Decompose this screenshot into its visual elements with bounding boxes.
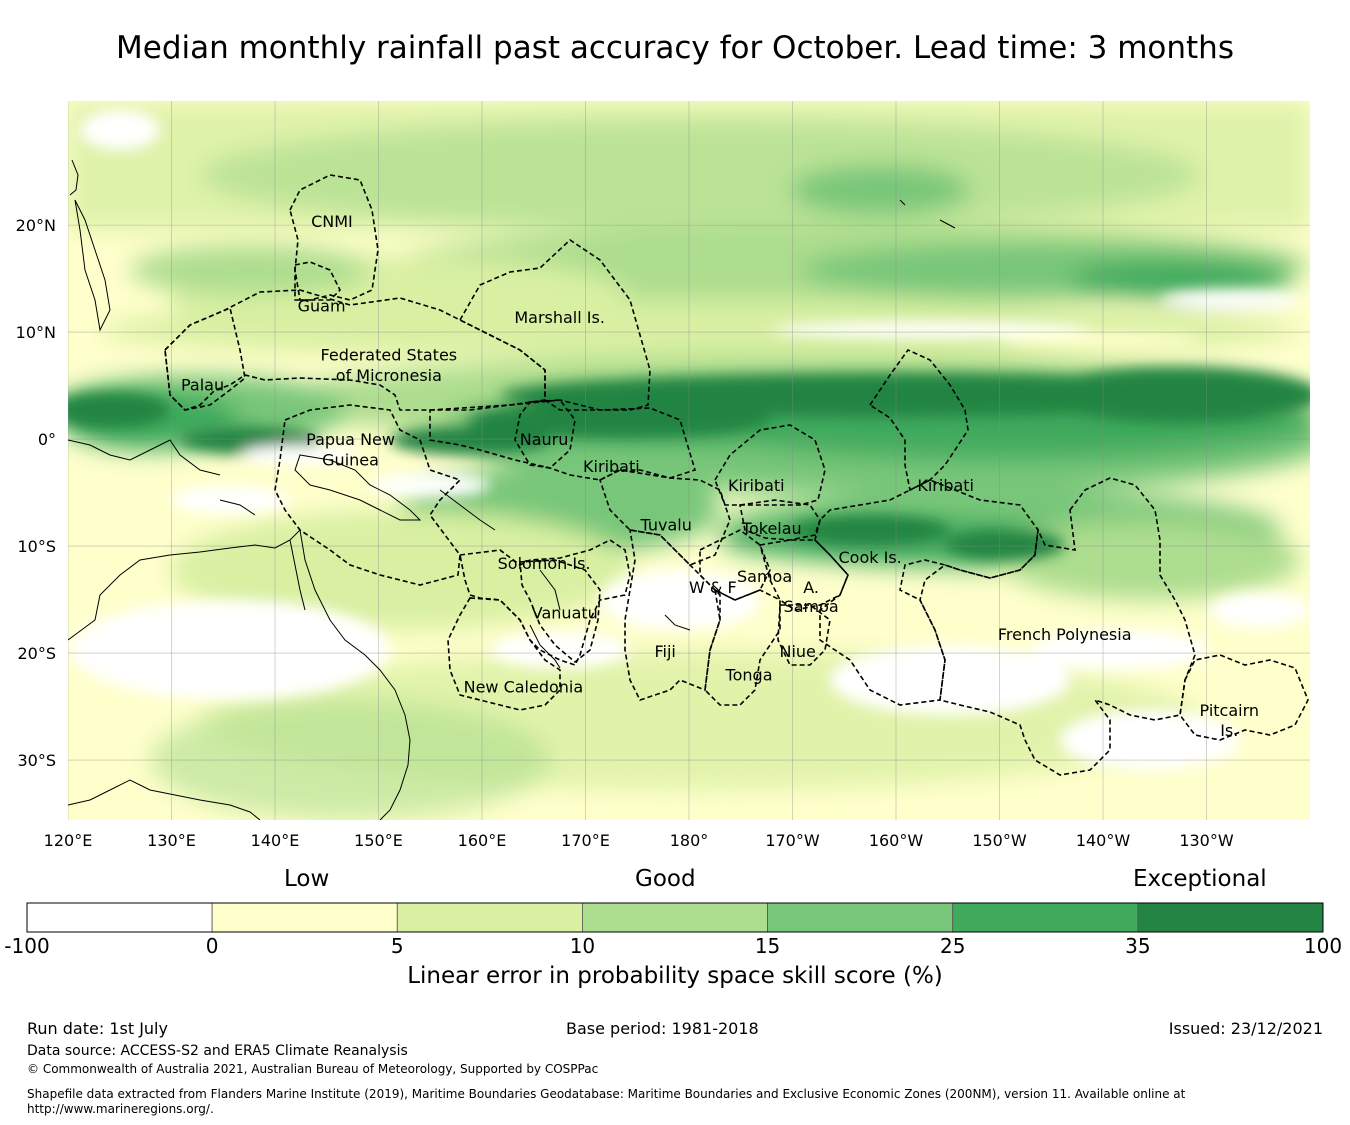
- lat-label: 10°N: [16, 323, 56, 342]
- region-label: Guinea: [322, 450, 379, 469]
- region-label: Vanuatu: [532, 603, 598, 622]
- colorbar-tick: 0: [205, 934, 219, 958]
- lon-label: 130°E: [147, 831, 196, 850]
- latitude-labels: 20°N 10°N 0° 10°S 20°S 30°S: [16, 216, 56, 770]
- region-label: Nauru: [520, 430, 569, 449]
- issued-date: Issued: 23/12/2021: [1168, 1019, 1323, 1038]
- colorbar-bin: [26, 902, 213, 933]
- colorbar-bin: [952, 902, 1139, 933]
- lon-label: 160°W: [869, 831, 924, 850]
- region-label: French Polynesia: [998, 625, 1132, 644]
- colorbar-bin: [582, 902, 768, 933]
- region-label: Samoa: [784, 597, 839, 616]
- colorbar-tick: 10: [569, 934, 596, 958]
- lon-label: 120°E: [44, 831, 93, 850]
- colorbar: [26, 902, 1324, 933]
- region-label: Kiribati: [917, 476, 974, 495]
- region-label: W & F: [689, 578, 737, 597]
- region-label: Is.: [1220, 721, 1238, 740]
- category-good: Good: [635, 866, 696, 892]
- lat-label: 10°S: [17, 537, 56, 556]
- region-label: Tokelau: [741, 519, 802, 538]
- lon-label: 150°W: [972, 831, 1027, 850]
- lat-label: 30°S: [17, 751, 56, 770]
- map-title: Median monthly rainfall past accuracy fo…: [116, 30, 1234, 66]
- base-period: Base period: 1981-2018: [566, 1019, 759, 1038]
- lon-label: 160°E: [458, 831, 507, 850]
- region-label: Kiribati: [728, 476, 785, 495]
- colorbar-bin: [211, 902, 398, 933]
- colorbar-tick: 5: [390, 934, 404, 958]
- colorbar-label: Linear error in probability space skill …: [407, 963, 943, 989]
- region-label: Tuvalu: [640, 516, 692, 535]
- colorbar-frame: [26, 902, 1324, 933]
- region-label: of Micronesia: [336, 366, 442, 385]
- gridlines: [68, 101, 1310, 820]
- colorbar-bin: [1137, 902, 1324, 933]
- region-label: New Caledonia: [464, 677, 584, 696]
- eez-boundaries: [164, 174, 1309, 776]
- region-label: Federated States: [321, 346, 458, 365]
- colorbar-bin: [396, 902, 583, 933]
- shapefile-credit: Shapefile data extracted from Flanders M…: [27, 1087, 1327, 1117]
- coastlines: [68, 159, 956, 820]
- region-label: Niue: [779, 642, 815, 661]
- region-label: Cook Is.: [839, 548, 902, 567]
- region-label: Pitcairn: [1200, 701, 1260, 720]
- colorbar-tick: -100: [4, 934, 50, 958]
- lat-label: 0°: [38, 430, 56, 449]
- lon-label: 170°E: [561, 831, 610, 850]
- lon-label: 140°W: [1076, 831, 1131, 850]
- region-label: Guam: [298, 296, 346, 315]
- region-label: Samoa: [737, 567, 792, 586]
- lon-label: 150°E: [354, 831, 403, 850]
- longitude-labels: 120°E 130°E 140°E 150°E 160°E 170°E 180° 170°W 1…: [44, 831, 1234, 850]
- colorbar-tick: 15: [754, 934, 781, 958]
- category-low: Low: [284, 866, 330, 892]
- copyright: © Commonwealth of Australia 2021, Austra…: [27, 1062, 599, 1076]
- lat-label: 20°N: [16, 216, 56, 235]
- region-label: Fiji: [655, 642, 676, 661]
- colorbar-tick: 25: [939, 934, 966, 958]
- lat-label: 20°S: [17, 644, 56, 663]
- colorbar-tick: 100: [1303, 934, 1343, 958]
- shapefile-credit-text: Shapefile data extracted from Flanders M…: [27, 1087, 1186, 1101]
- region-label: Tonga: [725, 665, 773, 684]
- region-label: Palau: [181, 376, 224, 395]
- lon-label: 170°W: [765, 831, 820, 850]
- region-label: CNMI: [311, 212, 353, 231]
- colorbar-tick: 35: [1125, 934, 1151, 958]
- skill-field: [68, 101, 1310, 820]
- shapefile-credit-url: http://www.marineregions.org/.: [27, 1102, 214, 1116]
- category-exceptional: Exceptional: [1133, 866, 1267, 892]
- colorbar-bin: [767, 902, 954, 933]
- region-label: Marshall Is.: [514, 308, 605, 327]
- region-label: A.: [803, 578, 819, 597]
- region-label: Papua New: [306, 430, 395, 449]
- lon-label: 180°: [670, 831, 709, 850]
- data-source: Data source: ACCESS-S2 and ERA5 Climate …: [27, 1043, 408, 1059]
- run-date: Run date: 1st July: [27, 1019, 168, 1038]
- region-label: Solomon Is.: [498, 554, 591, 573]
- lon-label: 140°E: [251, 831, 300, 850]
- region-label: Kiribati: [583, 457, 640, 476]
- lon-label: 130°W: [1179, 831, 1234, 850]
